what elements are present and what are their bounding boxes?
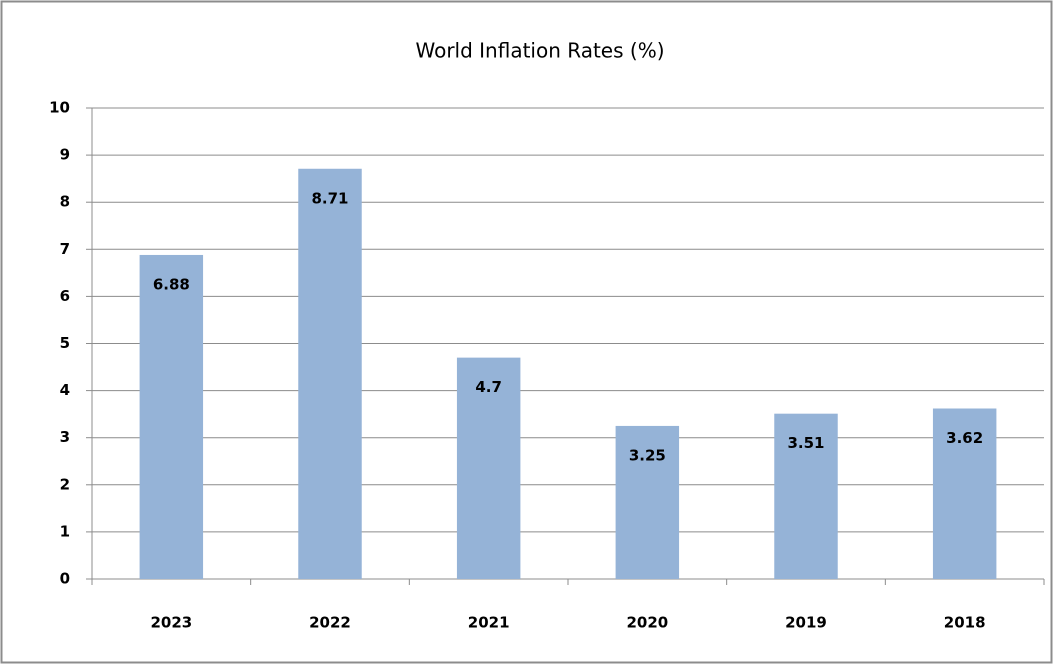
bar — [456, 357, 521, 579]
data-label: 8.71 — [311, 189, 348, 207]
y-tick-label: 8 — [60, 193, 70, 211]
data-label: 4.7 — [475, 378, 502, 396]
x-tick-label: 2021 — [468, 614, 510, 632]
y-tick-label: 10 — [49, 99, 70, 117]
y-tick-label: 1 — [60, 522, 70, 540]
data-label: 6.88 — [153, 275, 190, 293]
y-tick-label: 4 — [60, 381, 70, 399]
y-tick-label: 6 — [60, 287, 70, 305]
y-tick-label: 2 — [60, 475, 70, 493]
y-tick-label: 9 — [60, 146, 70, 164]
y-tick-label: 7 — [60, 240, 70, 258]
data-label: 3.25 — [629, 446, 666, 464]
y-tick-label: 5 — [60, 334, 70, 352]
data-label: 3.62 — [946, 429, 983, 447]
bar — [298, 168, 362, 579]
y-tick-label: 3 — [60, 428, 70, 446]
x-tick-label: 2022 — [309, 614, 351, 632]
x-tick-label: 2020 — [626, 614, 668, 632]
x-tick-label: 2019 — [785, 614, 827, 632]
bar — [932, 408, 997, 579]
y-tick-label: 0 — [60, 570, 70, 588]
x-tick-label: 2023 — [150, 614, 192, 632]
chart-title: World Inflation Rates (%) — [415, 39, 664, 63]
bar — [615, 425, 680, 579]
x-tick-label: 2018 — [944, 614, 986, 632]
data-label: 3.51 — [787, 434, 824, 452]
bar — [139, 254, 204, 579]
bar — [774, 413, 838, 579]
